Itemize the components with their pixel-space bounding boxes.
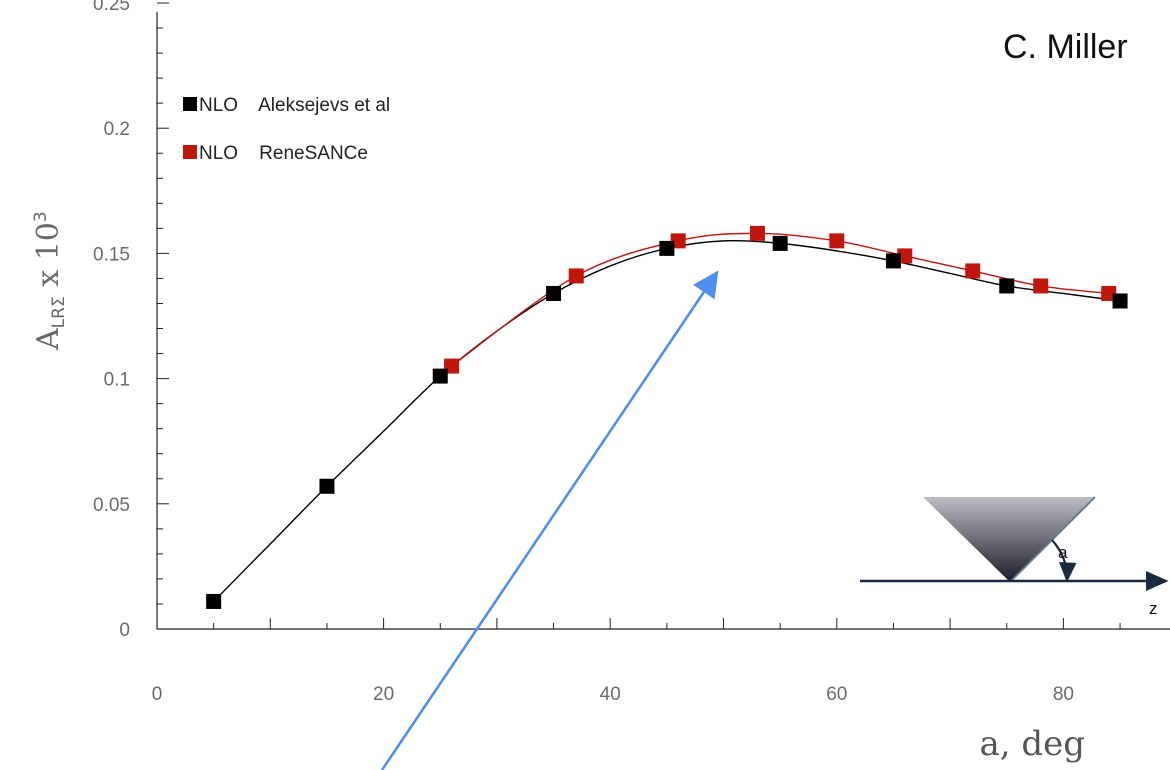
aleksejevs-point xyxy=(206,593,222,609)
y-tick-label: 0.1 xyxy=(104,370,130,391)
aleksejevs-point xyxy=(319,478,335,494)
renesance-point xyxy=(829,233,845,249)
x-tick-label: 40 xyxy=(600,684,621,705)
renesance-point xyxy=(749,225,765,241)
y-tick-label: 0.15 xyxy=(93,244,130,265)
y-tick-label: 0.25 xyxy=(93,0,130,15)
x-tick-label: 80 xyxy=(1053,684,1074,705)
legend-label-renesance: NLO ReneSANCe xyxy=(199,143,368,164)
renesance-point xyxy=(444,358,460,374)
renesance-point xyxy=(670,233,686,249)
cone-side-line xyxy=(1009,496,1096,583)
aleksejevs-point xyxy=(772,235,788,251)
x-tick-label: 0 xyxy=(152,684,163,705)
aleksejevs-point xyxy=(999,278,1015,294)
renesance-point xyxy=(1101,285,1117,301)
y-tick-label: 0 xyxy=(119,620,130,641)
cone-geometry-inset: a z xyxy=(860,496,1169,618)
renesance-point xyxy=(1033,278,1049,294)
aleksejevs-point xyxy=(659,240,675,256)
aleksejevs-point xyxy=(546,285,562,301)
renesance-point xyxy=(568,268,584,284)
z-axis-label: z xyxy=(1149,599,1158,618)
annotation-arrow xyxy=(380,270,719,770)
axis-ticks xyxy=(156,2,1121,630)
legend: NLO Aleksejevs et al NLO ReneSANCe xyxy=(183,95,390,164)
legend-swatch-aleksejevs xyxy=(183,97,197,111)
aleksejevs-point xyxy=(432,368,448,384)
x-tick-label: 60 xyxy=(826,684,847,705)
tick-labels: 0 0.05 0.1 0.15 0.2 0.25 0 20 40 60 80 xyxy=(93,0,1074,705)
y-tick-label: 0.2 xyxy=(104,119,130,140)
renesance-point xyxy=(965,263,981,279)
data-markers xyxy=(206,225,1128,609)
aleksejevs-curve xyxy=(213,239,1121,602)
y-axis-label: ALRΣ x 103 xyxy=(31,211,69,351)
angle-arc xyxy=(1051,539,1077,583)
legend-label-aleksejevs: NLO Aleksejevs et al xyxy=(199,95,390,116)
legend-swatch-renesance xyxy=(183,145,197,159)
author-note: C. Miller xyxy=(1003,28,1128,66)
cone-shape xyxy=(923,497,1095,582)
aleksejevs-point xyxy=(885,253,901,269)
renesance-point xyxy=(897,248,913,264)
x-axis-label: a, deg xyxy=(979,724,1085,764)
angle-label: a xyxy=(1058,543,1068,562)
x-tick-label: 20 xyxy=(373,684,394,705)
aleksejevs-point xyxy=(1112,293,1128,309)
y-tick-label: 0.05 xyxy=(93,495,130,516)
svg-text:ALRΣ x 103: ALRΣ x 103 xyxy=(31,211,69,351)
renesance-curve xyxy=(437,232,1109,378)
